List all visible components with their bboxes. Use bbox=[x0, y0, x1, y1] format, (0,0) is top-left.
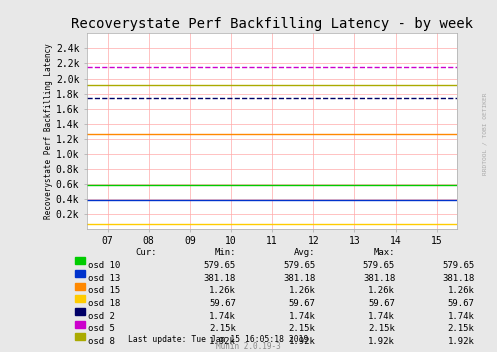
Text: 59.67: 59.67 bbox=[448, 299, 475, 308]
Text: 1.74k: 1.74k bbox=[448, 312, 475, 321]
Text: 1.74k: 1.74k bbox=[209, 312, 236, 321]
Text: 579.65: 579.65 bbox=[442, 261, 475, 270]
Text: Max:: Max: bbox=[374, 248, 395, 257]
Text: 59.67: 59.67 bbox=[289, 299, 316, 308]
Text: 381.18: 381.18 bbox=[363, 274, 395, 283]
Text: 59.67: 59.67 bbox=[209, 299, 236, 308]
Text: Last update: Tue Jan 15 16:05:18 2019: Last update: Tue Jan 15 16:05:18 2019 bbox=[128, 335, 308, 344]
Text: osd 5: osd 5 bbox=[88, 324, 115, 333]
Text: 1.92k: 1.92k bbox=[448, 337, 475, 346]
Text: osd 18: osd 18 bbox=[88, 299, 120, 308]
Y-axis label: Recoverystate Perf Backfilling Latency: Recoverystate Perf Backfilling Latency bbox=[44, 43, 53, 219]
Text: 381.18: 381.18 bbox=[204, 274, 236, 283]
Text: 1.74k: 1.74k bbox=[368, 312, 395, 321]
Text: 1.92k: 1.92k bbox=[368, 337, 395, 346]
Text: 1.92k: 1.92k bbox=[209, 337, 236, 346]
Text: 381.18: 381.18 bbox=[442, 274, 475, 283]
Text: osd 13: osd 13 bbox=[88, 274, 120, 283]
Text: osd 2: osd 2 bbox=[88, 312, 115, 321]
Text: 2.15k: 2.15k bbox=[209, 324, 236, 333]
Text: 2.15k: 2.15k bbox=[448, 324, 475, 333]
Text: 2.15k: 2.15k bbox=[289, 324, 316, 333]
Text: 1.26k: 1.26k bbox=[289, 286, 316, 295]
Text: 1.74k: 1.74k bbox=[289, 312, 316, 321]
Text: osd 10: osd 10 bbox=[88, 261, 120, 270]
Text: 1.26k: 1.26k bbox=[368, 286, 395, 295]
Text: 579.65: 579.65 bbox=[363, 261, 395, 270]
Text: 381.18: 381.18 bbox=[283, 274, 316, 283]
Text: 1.26k: 1.26k bbox=[448, 286, 475, 295]
Text: osd 8: osd 8 bbox=[88, 337, 115, 346]
Text: 1.26k: 1.26k bbox=[209, 286, 236, 295]
Text: 2.15k: 2.15k bbox=[368, 324, 395, 333]
Title: Recoverystate Perf Backfilling Latency - by week: Recoverystate Perf Backfilling Latency -… bbox=[71, 17, 473, 31]
Text: Avg:: Avg: bbox=[294, 248, 316, 257]
Text: 1.92k: 1.92k bbox=[289, 337, 316, 346]
Text: Cur:: Cur: bbox=[135, 248, 157, 257]
Text: Munin 2.0.19-3: Munin 2.0.19-3 bbox=[216, 341, 281, 351]
Text: Min:: Min: bbox=[215, 248, 236, 257]
Text: 579.65: 579.65 bbox=[283, 261, 316, 270]
Text: RRDTOOL / TOBI OETIKER: RRDTOOL / TOBI OETIKER bbox=[482, 93, 487, 175]
Text: 59.67: 59.67 bbox=[368, 299, 395, 308]
Text: 579.65: 579.65 bbox=[204, 261, 236, 270]
Text: osd 15: osd 15 bbox=[88, 286, 120, 295]
